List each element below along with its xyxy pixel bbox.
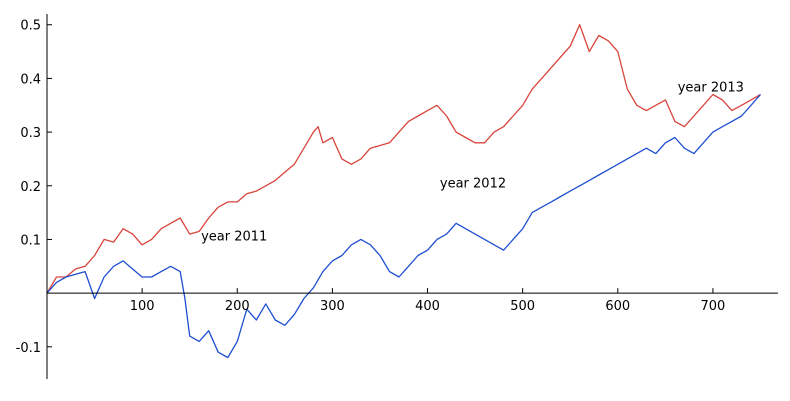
annotations-layer: year 2011 year 2012 year 2013 (201, 80, 744, 244)
annotation-label: year 2011 (201, 230, 267, 245)
y-tick-label: 0.5 (20, 19, 41, 34)
series-line-red (46, 24, 761, 294)
y-tick-label: 0.2 (20, 180, 41, 195)
series-line-blue (46, 94, 761, 359)
x-tick-label: 300 (320, 299, 345, 314)
y-tick-label: -0.1 (16, 341, 41, 356)
y-tick-label: 0.3 (20, 126, 41, 141)
y-tick-label: 0.4 (20, 72, 41, 87)
annotation-label: year 2013 (678, 80, 744, 95)
x-tick-label: 400 (415, 299, 440, 314)
x-tick-label: 500 (510, 299, 535, 314)
x-tick-label: 200 (225, 299, 250, 314)
ticks-layer: 100 200 300 400 500 600 700 -0.1 0.1 0.2 0.3 0.4 0.5 (16, 19, 726, 356)
series-layer (46, 24, 761, 359)
axes-layer (46, 14, 778, 379)
annotation-label: year 2012 (440, 176, 506, 191)
x-tick-label: 100 (130, 299, 155, 314)
x-tick-label: 700 (701, 299, 726, 314)
y-tick-label: 0.1 (20, 233, 41, 248)
x-tick-label: 600 (605, 299, 630, 314)
